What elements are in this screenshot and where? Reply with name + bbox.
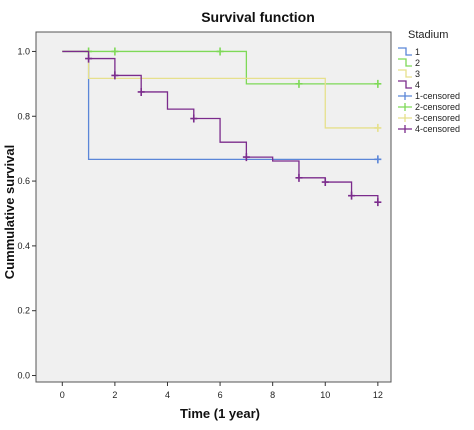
x-tick-label: 4 bbox=[165, 390, 170, 400]
series-4-censored-marker bbox=[374, 198, 382, 207]
y-tick-label: 0.2 bbox=[17, 306, 30, 316]
legend-step-swatch bbox=[398, 58, 412, 67]
legend-label: 3-censored bbox=[415, 113, 460, 123]
x-tick-label: 2 bbox=[112, 390, 117, 400]
x-tick-label: 6 bbox=[218, 390, 223, 400]
x-tick-label: 8 bbox=[270, 390, 275, 400]
y-axis-title: Cummulative survival bbox=[2, 145, 17, 279]
series-4-censored-marker bbox=[111, 71, 119, 80]
legend-label: 1-censored bbox=[415, 91, 460, 101]
series-3-censored-marker bbox=[374, 123, 382, 132]
legend-label: 1 bbox=[415, 47, 420, 57]
legend-label: 4 bbox=[415, 80, 420, 90]
series-2-censored-marker bbox=[374, 79, 382, 88]
y-tick-label: 0.4 bbox=[17, 241, 30, 251]
series-4-censored-marker bbox=[348, 191, 356, 200]
x-tick-label: 12 bbox=[373, 390, 383, 400]
series-4-censored-marker bbox=[137, 87, 145, 96]
series-2-censored-marker bbox=[111, 47, 119, 56]
series-2-censored-marker bbox=[295, 79, 303, 88]
legend: Stadium 12341-censored2-censored3-censor… bbox=[398, 29, 460, 134]
legend-plus-swatch bbox=[398, 92, 412, 100]
series-4-censored-marker bbox=[190, 114, 198, 123]
y-tick-label: 0.8 bbox=[17, 111, 30, 121]
legend-plus-swatch bbox=[398, 125, 412, 133]
x-axis-title: Time (1 year) bbox=[180, 406, 260, 421]
series-4-censored-marker bbox=[85, 54, 93, 63]
series-layer bbox=[62, 47, 382, 207]
series-2-line bbox=[62, 50, 378, 85]
legend-plus-swatch bbox=[398, 114, 412, 122]
y-tick-label: 0.6 bbox=[17, 176, 30, 186]
legend-step-swatch bbox=[398, 69, 412, 78]
x-tick-label: 0 bbox=[60, 390, 65, 400]
plot-area bbox=[35, 31, 392, 383]
series-2-censored-marker bbox=[216, 47, 224, 56]
legend-title: Stadium bbox=[408, 29, 448, 41]
series-1-censored-marker bbox=[374, 155, 382, 164]
y-tick-label: 0.0 bbox=[17, 371, 30, 381]
y-tick-label: 1.0 bbox=[17, 46, 30, 56]
legend-step-swatch bbox=[398, 80, 412, 89]
legend-step-swatch bbox=[398, 47, 412, 56]
series-4-censored-marker bbox=[242, 153, 250, 162]
x-tick-label: 10 bbox=[320, 390, 330, 400]
series-4-censored-marker bbox=[321, 178, 329, 187]
legend-label: 4-censored bbox=[415, 124, 460, 134]
legend-label: 2 bbox=[415, 58, 420, 68]
series-4-censored-marker bbox=[295, 173, 303, 182]
chart-title: Survival function bbox=[201, 9, 315, 25]
legend-label: 3 bbox=[415, 69, 420, 79]
legend-label: 2-censored bbox=[415, 102, 460, 112]
axes: 0 2 4 6 8 10 12 0.0 0.2 0.4 0.6 0.8 1.0 bbox=[17, 46, 382, 400]
legend-plus-swatch bbox=[398, 103, 412, 111]
